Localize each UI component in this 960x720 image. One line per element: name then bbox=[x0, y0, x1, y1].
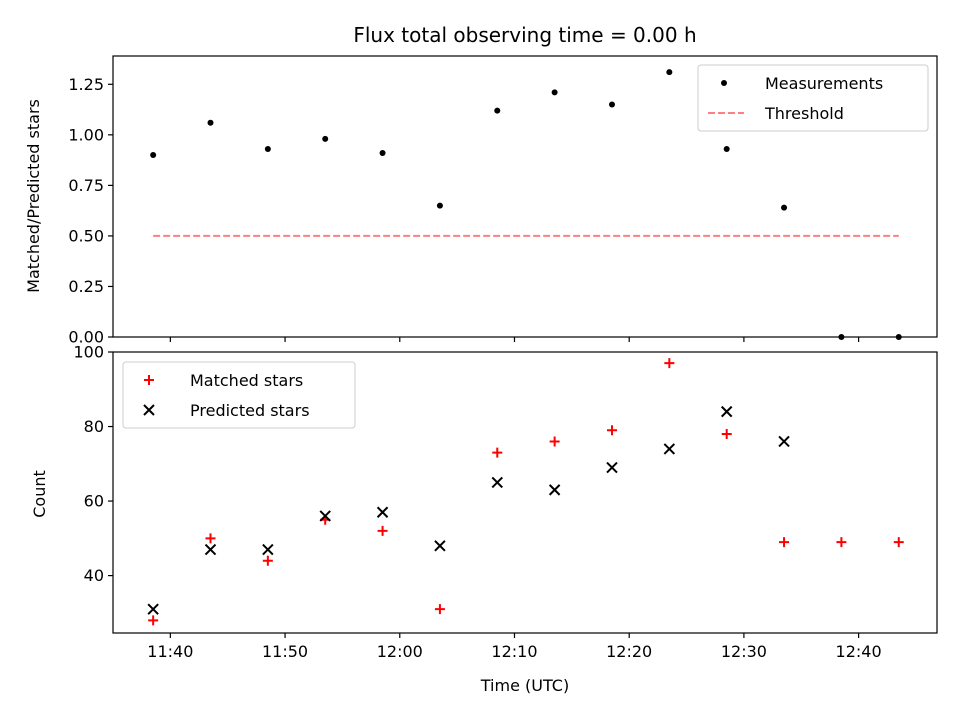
matched-star-point bbox=[377, 525, 388, 536]
top-y-tick-label: 0.50 bbox=[68, 226, 104, 245]
bottom-x-tick-label: 12:10 bbox=[491, 642, 537, 661]
bottom-x-axis-label: Time (UTC) bbox=[480, 676, 569, 695]
top-y-axis-label: Matched/Predicted stars bbox=[24, 99, 43, 293]
top-axes-frame bbox=[112, 55, 938, 338]
predicted-star-point bbox=[720, 405, 733, 418]
predicted-star-point bbox=[606, 461, 618, 474]
bottom-x-tick-label: 12:40 bbox=[836, 642, 882, 661]
bottom-series-predicted-stars bbox=[147, 405, 790, 615]
legend-label: Threshold bbox=[764, 104, 844, 123]
top-chart-title: Flux total observing time = 0.00 h bbox=[353, 23, 696, 47]
matched-star-point bbox=[549, 436, 560, 447]
bottom-x-tick-label: 11:50 bbox=[262, 642, 308, 661]
top-plot-area: 0.00 0.25 0.50 0.75 1.00 1.25 Measurements Thre… bbox=[68, 55, 938, 347]
top-legend-box bbox=[697, 64, 929, 132]
predicted-star-point bbox=[491, 476, 503, 489]
matched-star-point bbox=[205, 533, 216, 544]
legend-marker-x bbox=[143, 404, 155, 416]
measurement-point bbox=[551, 89, 558, 96]
measurement-point bbox=[264, 145, 271, 152]
bottom-x-tick-label: 12:20 bbox=[606, 642, 652, 661]
measurement-point bbox=[723, 145, 730, 152]
bottom-x-tick-label: 12:30 bbox=[721, 642, 767, 661]
legend-marker-dot bbox=[721, 80, 727, 86]
predicted-star-point bbox=[204, 543, 217, 556]
bottom-axes-frame bbox=[112, 351, 938, 634]
matched-star-point bbox=[721, 428, 732, 439]
measurement-point bbox=[207, 119, 214, 126]
bottom-x-tick-label: 11:40 bbox=[147, 642, 193, 661]
legend-label: Measurements bbox=[765, 74, 883, 93]
matched-star-point bbox=[606, 425, 617, 436]
predicted-star-point bbox=[778, 435, 790, 448]
top-y-tick-label: 0.75 bbox=[68, 176, 104, 195]
predicted-star-point bbox=[548, 484, 561, 496]
bottom-legend-box bbox=[122, 361, 356, 429]
legend-marker-plus bbox=[144, 375, 154, 385]
predicted-star-point bbox=[376, 506, 389, 518]
predicted-star-point bbox=[262, 543, 274, 556]
matched-star-point bbox=[262, 555, 273, 566]
measurement-point bbox=[781, 204, 788, 211]
predicted-star-point bbox=[319, 510, 331, 522]
bottom-plot-area: 40 60 80 100 11:40 11:50 12:00 12:10 12:20 12:30 1… bbox=[73, 343, 938, 661]
measurement-point bbox=[322, 135, 329, 142]
matched-star-point bbox=[836, 537, 847, 548]
top-y-tick-label: 0.25 bbox=[68, 277, 104, 296]
predicted-star-point bbox=[147, 603, 159, 615]
bottom-legend: Matched stars Predicted stars bbox=[122, 361, 356, 429]
measurement-point bbox=[666, 69, 673, 76]
measurement-point bbox=[608, 101, 615, 108]
top-legend: Measurements Threshold bbox=[697, 64, 929, 132]
legend-label: Predicted stars bbox=[190, 401, 310, 420]
matched-star-point bbox=[893, 537, 904, 548]
top-y-tick-label: 1.00 bbox=[68, 125, 104, 144]
top-y-tick-label: 0.00 bbox=[68, 328, 104, 347]
matched-star-point bbox=[779, 537, 790, 548]
measurement-point bbox=[436, 202, 443, 209]
top-y-tick-label: 1.25 bbox=[68, 75, 104, 94]
measurement-point bbox=[895, 334, 902, 340]
legend-label: Matched stars bbox=[190, 371, 303, 390]
matched-star-point bbox=[434, 604, 445, 615]
bottom-y-tick-label: 60 bbox=[84, 492, 104, 511]
bottom-y-axis-label: Count bbox=[30, 470, 49, 518]
predicted-star-point bbox=[434, 540, 446, 552]
measurement-point bbox=[838, 334, 845, 340]
bottom-y-tick-label: 40 bbox=[84, 566, 104, 585]
matched-star-point bbox=[148, 615, 159, 626]
matched-star-point bbox=[664, 358, 675, 369]
measurement-point bbox=[150, 152, 157, 159]
bottom-y-tick-label: 80 bbox=[84, 417, 104, 436]
predicted-star-point bbox=[663, 443, 676, 455]
measurement-point bbox=[494, 107, 501, 114]
bottom-x-tick-label: 12:00 bbox=[377, 642, 423, 661]
measurement-point bbox=[379, 150, 386, 157]
top-series-measurements bbox=[150, 69, 902, 340]
bottom-y-tick-label: 100 bbox=[73, 343, 104, 362]
matched-star-point bbox=[492, 447, 503, 458]
